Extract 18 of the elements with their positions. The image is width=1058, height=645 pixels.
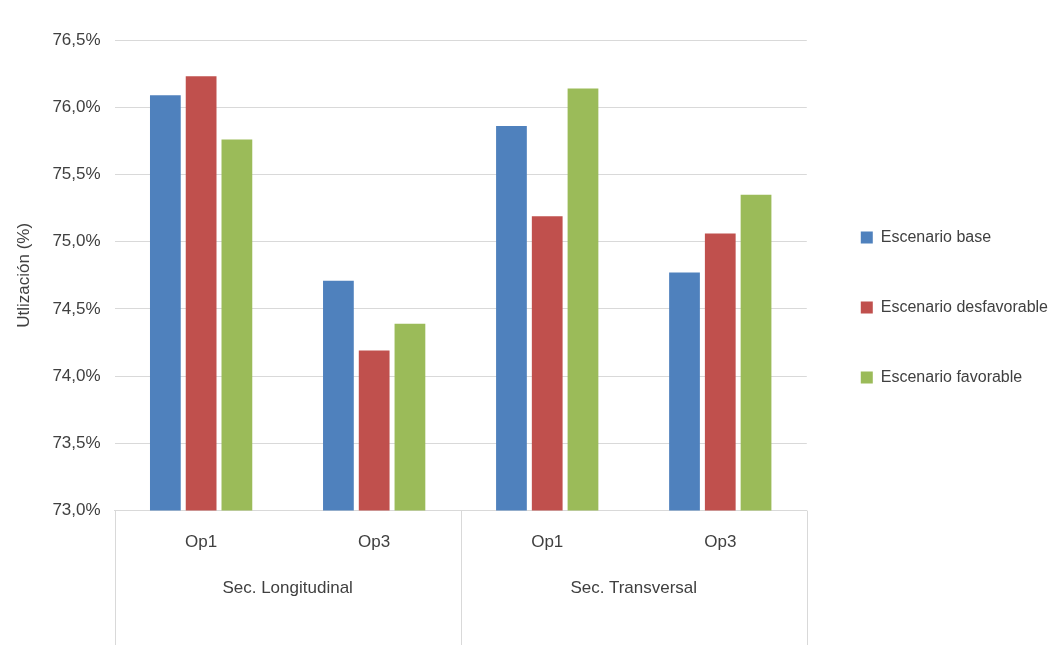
y-tick-label: 73,5%	[52, 433, 101, 453]
x-tick-label: Op3	[704, 532, 737, 552]
legend-label: Escenario desfavorable	[880, 297, 1049, 315]
y-axis-title: Utlización (%)	[13, 222, 33, 328]
legend-label: Escenario favorable	[880, 367, 1023, 385]
y-tick-label: 75,0%	[52, 231, 101, 251]
y-tick-label: 76,5%	[52, 29, 101, 49]
y-tick-label: 75,5%	[52, 164, 101, 184]
y-tick-label: 74,5%	[52, 298, 101, 318]
text: Sec. Transversal	[570, 578, 698, 598]
x-tick-label: Op1	[531, 532, 564, 552]
x-tick-label: Op1	[185, 532, 218, 552]
y-tick-label: 76,0%	[52, 96, 101, 116]
x-tick-label: Op3	[358, 532, 391, 552]
text: Sec. Longitudinal	[222, 578, 353, 598]
legend-label: Escenario base	[880, 227, 992, 245]
y-tick-label: 73,0%	[52, 500, 101, 520]
y-tick-label: 74,0%	[52, 365, 101, 385]
